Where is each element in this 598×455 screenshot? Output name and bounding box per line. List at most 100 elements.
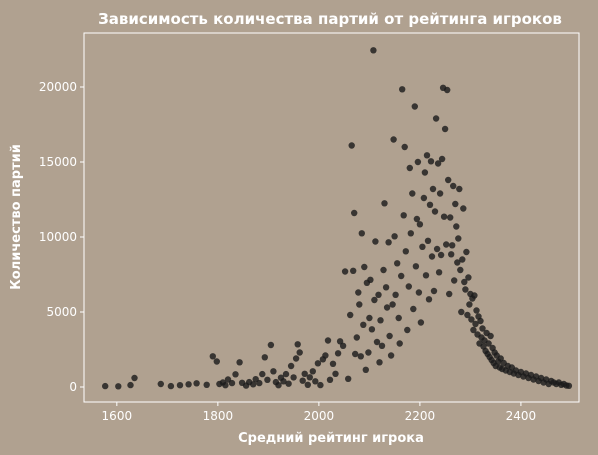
data-point	[383, 304, 391, 311]
data-point	[351, 209, 358, 217]
data-point	[345, 375, 352, 382]
data-point	[472, 320, 479, 328]
data-point	[157, 380, 164, 388]
data-point	[115, 383, 122, 390]
data-point	[332, 370, 339, 377]
data-point	[405, 283, 412, 290]
data-point	[127, 381, 134, 389]
data-point	[385, 239, 392, 246]
data-point	[447, 214, 454, 221]
data-point	[324, 337, 332, 344]
data-point	[404, 326, 411, 334]
data-point	[372, 238, 379, 245]
x-axis-label: Средний рейтинг игрока	[238, 431, 424, 446]
data-point	[445, 176, 452, 184]
y-tick-label: 10000	[39, 230, 77, 244]
data-point	[416, 221, 424, 228]
data-point	[361, 263, 368, 271]
data-point	[411, 103, 418, 110]
data-point	[282, 370, 290, 378]
data-point	[357, 353, 364, 360]
data-point	[102, 382, 109, 390]
data-point	[382, 284, 390, 291]
data-point	[167, 382, 175, 390]
data-point	[339, 342, 347, 349]
data-point	[203, 381, 210, 388]
y-axis-label: Количество партий	[9, 144, 24, 290]
data-point	[356, 301, 363, 308]
data-point	[463, 248, 470, 256]
data-point	[423, 152, 431, 159]
data-point	[358, 230, 365, 237]
data-point	[176, 382, 184, 389]
data-point	[193, 380, 200, 387]
data-point	[256, 379, 263, 387]
data-point	[377, 317, 384, 324]
data-point	[406, 164, 413, 172]
data-point	[429, 185, 437, 193]
data-point	[410, 305, 417, 313]
data-point	[398, 272, 405, 280]
data-point	[465, 274, 472, 281]
data-point	[452, 200, 459, 208]
data-point	[290, 374, 297, 381]
data-point	[432, 115, 440, 122]
data-point	[451, 277, 458, 284]
data-point	[355, 289, 362, 296]
data-point	[367, 276, 374, 283]
data-point	[479, 325, 486, 332]
data-point	[347, 311, 354, 319]
data-point	[430, 287, 438, 295]
data-point	[299, 377, 306, 384]
data-point	[419, 243, 426, 250]
y-tick-label: 5000	[46, 305, 77, 319]
data-point	[209, 353, 216, 360]
data-point	[352, 350, 359, 358]
data-point	[395, 314, 402, 322]
data-point	[431, 208, 439, 215]
data-point	[485, 340, 492, 347]
data-point	[435, 269, 443, 276]
data-point	[264, 376, 271, 383]
data-point	[470, 326, 477, 334]
data-point	[417, 319, 425, 326]
data-point	[213, 358, 220, 365]
data-point	[287, 362, 295, 370]
data-point	[296, 349, 303, 356]
data-point	[434, 160, 442, 167]
data-point	[304, 381, 311, 388]
data-point	[422, 272, 430, 279]
data-point	[414, 158, 422, 166]
data-point	[381, 200, 388, 207]
data-point	[322, 352, 329, 359]
data-point	[370, 47, 377, 54]
data-point	[267, 341, 275, 349]
data-point	[365, 349, 372, 356]
data-point	[389, 301, 396, 308]
data-point	[427, 158, 435, 165]
data-point	[270, 368, 277, 375]
data-point	[487, 332, 494, 340]
data-point	[292, 355, 300, 362]
data-point	[420, 194, 428, 202]
data-point	[371, 296, 378, 304]
data-points	[102, 47, 573, 390]
data-point	[386, 332, 393, 340]
data-point	[222, 382, 229, 389]
data-point	[425, 296, 433, 303]
chart-title: Зависимость количества партий от рейтинг…	[98, 10, 562, 28]
data-point	[407, 230, 414, 237]
data-point	[459, 256, 466, 263]
data-point	[424, 237, 432, 244]
data-point	[457, 266, 464, 274]
data-point	[466, 301, 473, 308]
data-point	[280, 378, 287, 385]
data-point	[368, 326, 376, 333]
data-point	[409, 190, 416, 197]
y-tick-label: 0	[69, 380, 77, 394]
data-point	[232, 371, 239, 378]
data-point	[473, 307, 480, 314]
data-point	[497, 355, 504, 362]
data-point	[399, 86, 406, 93]
